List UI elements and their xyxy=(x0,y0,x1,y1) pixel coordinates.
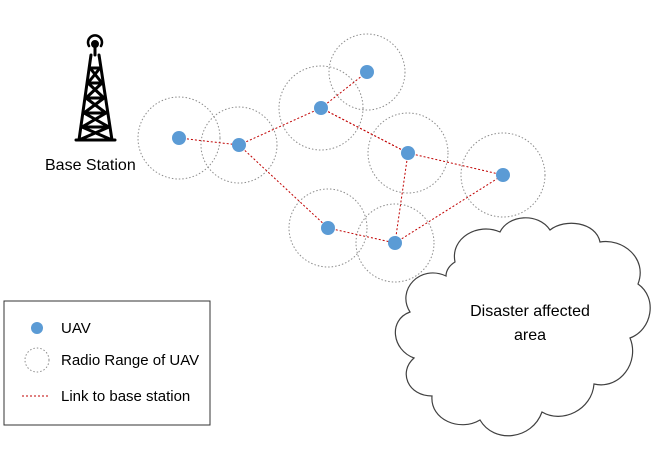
link-line xyxy=(320,107,409,154)
legend-box xyxy=(3,300,211,426)
link-line xyxy=(320,71,368,109)
legend: UAV Radio Range of UAV Link to base stat… xyxy=(3,300,211,426)
uav-node xyxy=(388,236,402,250)
radio-range-circle xyxy=(288,188,368,268)
link-line xyxy=(238,144,329,229)
legend-link-label: Link to base station xyxy=(61,388,190,405)
radio-range-circle xyxy=(460,132,546,218)
link-group xyxy=(178,71,504,244)
radio-range-circle xyxy=(278,65,364,151)
legend-uav-marker xyxy=(31,322,43,334)
link-line xyxy=(407,152,504,176)
link-line xyxy=(394,152,409,244)
uav-node xyxy=(360,65,374,79)
disaster-area-label-line1: Disaster affected xyxy=(470,303,590,320)
radio-range-circle xyxy=(200,106,278,184)
legend-uav-label: UAV xyxy=(61,320,91,337)
uav-node xyxy=(321,221,335,235)
uav-group xyxy=(172,65,510,250)
radio-range-circle xyxy=(328,33,406,111)
legend-range-marker xyxy=(24,347,50,373)
uav-node xyxy=(314,101,328,115)
uav-node xyxy=(232,138,246,152)
radio-range-circle xyxy=(137,96,221,180)
link-line xyxy=(327,227,396,244)
uav-node xyxy=(496,168,510,182)
radio-range-circle xyxy=(355,203,435,283)
base-station-tower-icon xyxy=(74,34,117,142)
disaster-area-label-line2: area xyxy=(514,327,546,344)
link-line xyxy=(178,137,240,146)
link-line xyxy=(394,174,504,244)
uav-node xyxy=(172,131,186,145)
radio-range-group xyxy=(137,33,546,283)
radio-range-circle xyxy=(367,112,449,194)
link-line xyxy=(238,107,322,146)
disaster-area-cloud xyxy=(394,217,651,437)
uav-node xyxy=(401,146,415,160)
legend-range-label: Radio Range of UAV xyxy=(61,352,199,369)
base-station-label: Base Station xyxy=(45,157,136,174)
